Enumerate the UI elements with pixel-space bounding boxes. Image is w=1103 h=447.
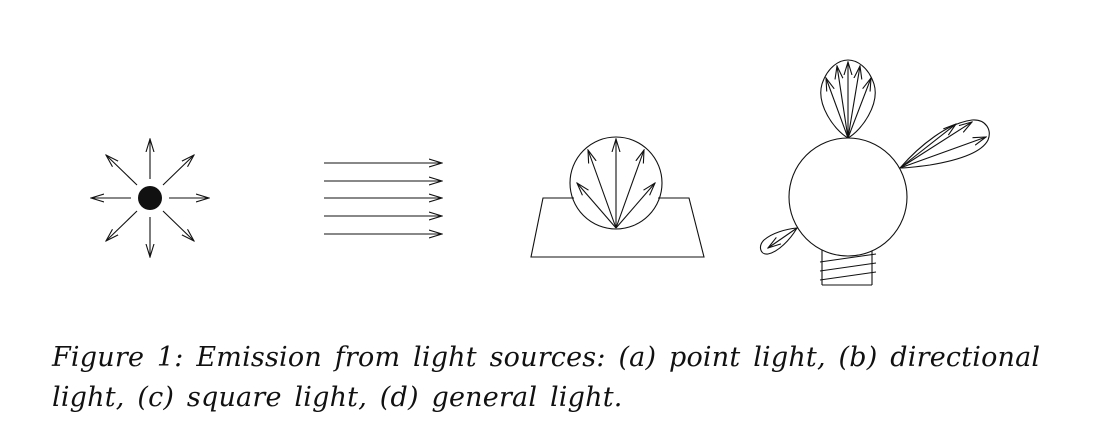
- ray-arrow: [162, 155, 194, 186]
- ray-arrow: [899, 124, 956, 169]
- caption-line-2: light, (c) square light, (d) general lig…: [52, 382, 623, 413]
- ray-arrow: [899, 122, 972, 169]
- emission-lobe-right: [898, 119, 990, 169]
- ray-arrow: [837, 66, 849, 139]
- ray-arrow: [826, 78, 849, 139]
- emission-lobe-circle: [569, 136, 663, 230]
- ray-arrow: [899, 137, 986, 169]
- ray-arrow: [615, 183, 655, 229]
- emission-lobe-left: [759, 227, 799, 255]
- general-light-diagram: [759, 59, 990, 286]
- emission-lobe-top: [820, 59, 876, 139]
- point-light-source: [138, 186, 162, 210]
- ray-arrow: [615, 150, 644, 229]
- square-light-diagram: [530, 136, 705, 258]
- light-bulb-base: [819, 250, 877, 286]
- ray-arrow: [162, 210, 194, 241]
- directional-light-diagram: [324, 163, 442, 234]
- square-light-plane: [530, 197, 705, 258]
- figure-caption: Figure 1: Emission from light sources: (…: [52, 338, 1052, 418]
- ray-arrow: [588, 150, 617, 229]
- ray-arrow: [847, 78, 871, 139]
- ray-arrow: [106, 210, 138, 241]
- point-light-diagram: [91, 139, 209, 257]
- ray-arrow: [106, 155, 138, 186]
- caption-line-1: Figure 1: Emission from light sources: (…: [52, 342, 1041, 373]
- ray-arrow: [847, 66, 860, 139]
- ray-arrow: [577, 183, 617, 229]
- light-bulb-body: [788, 137, 908, 257]
- ray-arrow: [768, 227, 798, 248]
